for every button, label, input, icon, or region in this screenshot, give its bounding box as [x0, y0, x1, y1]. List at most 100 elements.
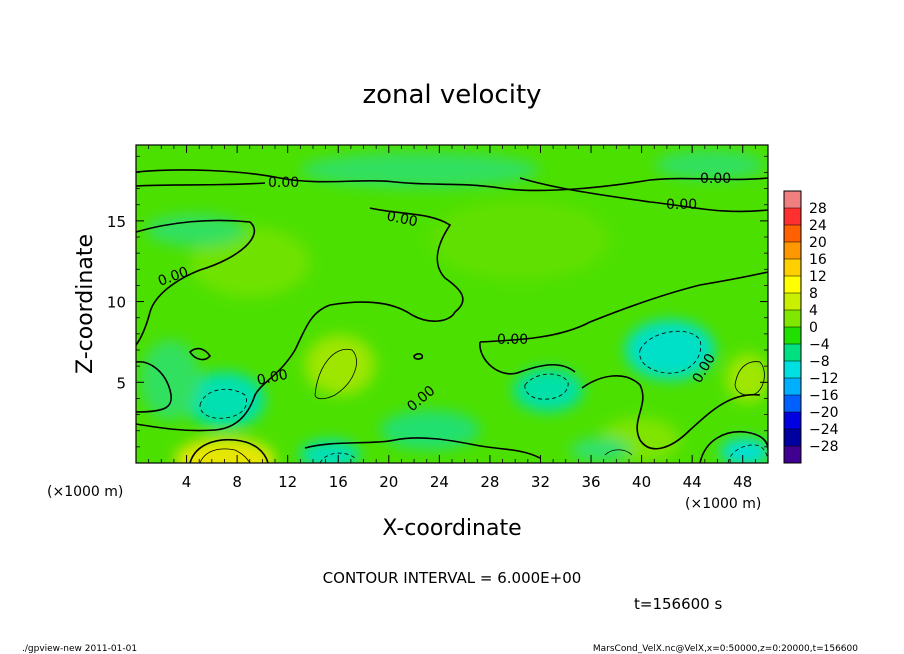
contour-line	[604, 449, 633, 456]
negative-contours	[199, 331, 768, 463]
colorbar-label: 20	[809, 235, 827, 251]
colorbar-swatch	[784, 446, 801, 464]
contour-line	[199, 448, 251, 463]
colorbar-label: 28	[809, 201, 827, 217]
colorbar-label: 4	[809, 303, 818, 319]
colorbar-label: −20	[809, 405, 839, 421]
contour-line	[304, 437, 541, 459]
contour-label: 0.00	[497, 332, 528, 348]
colorbar-swatch	[784, 276, 801, 294]
y-tick-label: 5	[116, 374, 126, 392]
contour-line	[581, 374, 761, 450]
x-tick-label: 8	[232, 473, 242, 491]
colorbar-label: 8	[809, 286, 818, 302]
time-stamp: t=156600 s	[634, 595, 722, 613]
field-blob	[625, 320, 715, 380]
contour-line	[136, 207, 464, 432]
x-tick-label: 4	[182, 473, 192, 491]
y-tick-label: 15	[107, 213, 126, 231]
field-blob	[145, 214, 245, 246]
field-blob	[380, 410, 480, 450]
minor-contours	[199, 348, 765, 463]
x-tick-label: 44	[683, 473, 702, 491]
contour-line	[734, 361, 765, 396]
colorbar-label: 12	[809, 269, 827, 285]
x-tick-label: 32	[531, 473, 550, 491]
contour-label: 0.00	[256, 367, 290, 389]
field-blob	[300, 152, 540, 188]
field-blob	[305, 335, 375, 395]
field-blob	[655, 150, 765, 180]
colorbar-label: 24	[809, 218, 827, 234]
x-axis: 4 8 12 16 20 24 28 32 36 40 44 48	[148, 145, 756, 491]
contour-line	[519, 177, 768, 213]
x-tick-label: 40	[632, 473, 651, 491]
y-axis: 5 10 15	[107, 155, 768, 448]
y-axis-unit: (×1000 m)	[47, 484, 123, 500]
colorbar-swatch	[784, 378, 801, 396]
field-blob	[570, 438, 630, 462]
y-axis-label: Z-coordinate	[73, 234, 98, 374]
colorbar-swatch	[784, 208, 801, 226]
colorbar-label: −28	[809, 439, 839, 455]
contour-line	[479, 271, 768, 343]
colorbar-swatch	[784, 395, 801, 413]
colorbar-label: −8	[809, 354, 830, 370]
contour-line	[188, 347, 211, 361]
colorbar-swatch	[784, 191, 801, 209]
contour-line	[319, 452, 356, 463]
field-blob	[140, 340, 200, 420]
contour-line	[639, 331, 702, 374]
field-blob	[513, 368, 583, 412]
contour-line	[199, 388, 247, 419]
colorbar-label: −24	[809, 422, 839, 438]
colorbar-label: 0	[809, 320, 818, 336]
contour-line	[136, 182, 266, 187]
contour-label: 0.00	[700, 171, 731, 187]
plot-area: 0.00 0.00 0.00 0.00 0.00 0.00 0.00 0.00 …	[136, 145, 768, 463]
colorbar-label: 16	[809, 252, 827, 268]
zero-contours	[136, 169, 768, 463]
x-axis-unit: (×1000 m)	[685, 496, 761, 512]
x-tick-label: 24	[430, 473, 449, 491]
colorbar-label: −12	[809, 371, 839, 387]
footer-left: ./gpview-new 2011-01-01	[22, 644, 137, 654]
field-blob	[190, 227, 310, 297]
y-tick-label: 10	[107, 294, 126, 312]
colorbar-label: −4	[809, 337, 830, 353]
colorbar-swatch	[784, 310, 801, 328]
colorbar-swatch	[784, 327, 801, 345]
x-tick-label: 28	[480, 473, 499, 491]
x-tick-label: 20	[379, 473, 398, 491]
x-axis-label: X-coordinate	[382, 516, 521, 541]
colorbar-swatch	[784, 429, 801, 447]
contour-line	[413, 353, 424, 360]
contour-label: 0.00	[268, 175, 299, 191]
contour-label: 0.00	[666, 197, 697, 213]
contour-line	[524, 373, 569, 400]
colorbar-swatch	[784, 412, 801, 430]
contour-line	[479, 341, 576, 375]
contour-line	[136, 169, 768, 192]
field-blob	[720, 438, 768, 463]
colorbar-swatch	[784, 225, 801, 243]
x-tick-label: 36	[581, 473, 600, 491]
field-shading	[140, 150, 768, 463]
x-tick-label: 16	[329, 473, 348, 491]
chart-title: zonal velocity	[362, 80, 541, 110]
colorbar-swatch	[784, 259, 801, 277]
colorbar-swatch	[784, 344, 801, 362]
x-tick-label: 48	[733, 473, 752, 491]
contour-line	[314, 348, 357, 400]
colorbar-label: −16	[809, 388, 839, 404]
contour-line	[189, 438, 269, 463]
contour-line	[136, 219, 256, 346]
colorbar-swatch	[784, 242, 801, 260]
contour-line	[699, 430, 768, 463]
footer-right: MarsCond_VelX.nc@VelX,x=0:50000,z=0:2000…	[593, 644, 858, 654]
colorbar-swatch	[784, 293, 801, 311]
x-tick-label: 12	[278, 473, 297, 491]
contour-label: 0.00	[385, 208, 419, 230]
